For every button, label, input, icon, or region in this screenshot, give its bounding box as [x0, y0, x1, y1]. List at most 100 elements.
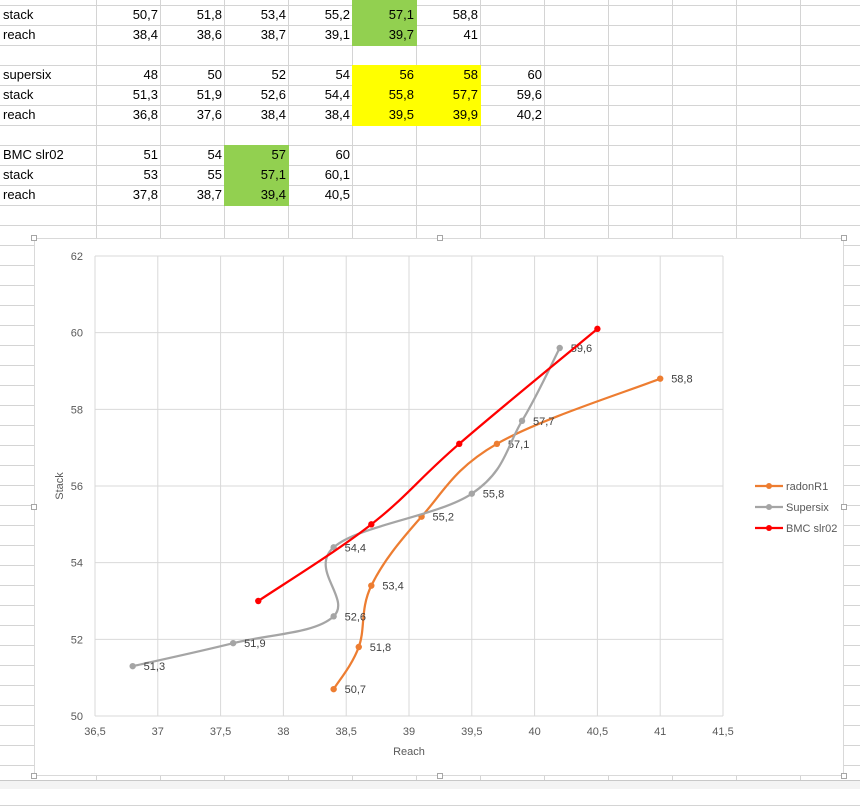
chart-resize-handle[interactable] [841, 235, 847, 241]
reach-value-cell[interactable]: 38,4 [260, 107, 286, 122]
series-line-2 [257, 327, 599, 603]
reach-value-cell[interactable]: 38,7 [260, 27, 286, 42]
size-cell[interactable]: 58 [416, 65, 481, 86]
data-point[interactable] [330, 544, 337, 551]
group-name-cell[interactable]: supersix [3, 67, 52, 82]
data-point[interactable] [355, 643, 362, 651]
data-label: 53,4 [382, 581, 403, 593]
data-point[interactable] [456, 440, 463, 448]
gridline-h [0, 5, 860, 6]
chart-resize-handle[interactable] [31, 773, 37, 779]
gridline-h [0, 45, 860, 46]
stack-row-label[interactable]: stack [3, 7, 34, 22]
stack-row-label[interactable]: stack [3, 167, 34, 182]
size-cell[interactable]: 52 [271, 67, 286, 82]
stack-value-cell[interactable]: 52,6 [260, 87, 286, 102]
chart-area[interactable]: 36,5 37 37,5 38 38,5 39 39,5 40 40,5 41 41,5 50 52 54… [34, 238, 844, 776]
reach-value-cell[interactable]: 38,7 [196, 187, 222, 202]
chart-resize-handle[interactable] [841, 773, 847, 779]
stack-value-cell[interactable]: 54,4 [324, 87, 350, 102]
reach-value-cell[interactable]: 38,4 [324, 107, 350, 122]
reach-value-cell[interactable]: 37,6 [196, 107, 222, 122]
data-point[interactable] [229, 639, 237, 647]
stack-value-cell[interactable]: 50,7 [132, 7, 158, 22]
reach-value-cell[interactable]: 39,1 [324, 27, 350, 42]
data-point[interactable] [368, 582, 375, 589]
size-cell[interactable]: 56 [352, 65, 417, 86]
size-cell[interactable]: 58cm [288, 0, 353, 6]
sheet-scrollbar[interactable] [0, 780, 860, 789]
stack-value-cell[interactable]: 51,3 [132, 87, 158, 102]
reach-value-cell[interactable]: 39,4 [224, 185, 289, 206]
reach-value-cell[interactable]: 39,9 [416, 105, 481, 126]
size-cell[interactable]: 50cm [96, 0, 161, 6]
reach-value-cell[interactable]: 38,4 [132, 27, 158, 42]
data-point[interactable] [129, 662, 136, 670]
reach-value-cell[interactable]: 39,5 [352, 105, 417, 126]
data-point[interactable] [255, 597, 262, 605]
reach-value-cell[interactable]: 39,7 [352, 25, 417, 46]
data-point[interactable] [518, 417, 526, 425]
gridline-h [0, 225, 860, 226]
data-point[interactable] [556, 344, 563, 352]
group-name-cell[interactable]: radon R1 [0, 0, 97, 6]
stack-value-cell[interactable]: 57,1 [352, 5, 417, 26]
stack-value-cell[interactable]: 51,9 [196, 87, 222, 102]
stack-value-cell[interactable]: 60,1 [324, 167, 350, 182]
stack-value-cell[interactable]: 57,7 [416, 85, 481, 106]
reach-value-cell[interactable]: 40,5 [324, 187, 350, 202]
data-point[interactable] [594, 325, 601, 333]
data-point[interactable] [657, 375, 664, 382]
y-tick-label: 56 [71, 481, 83, 493]
stack-value-cell[interactable]: 57,1 [224, 165, 289, 186]
reach-value-cell[interactable]: 41 [463, 27, 478, 42]
reach-value-cell[interactable]: 36,8 [132, 107, 158, 122]
stack-value-cell[interactable]: 55 [207, 167, 222, 182]
reach-row-label[interactable]: reach [3, 107, 36, 122]
data-point[interactable] [493, 440, 501, 448]
size-cell[interactable]: 50 [207, 67, 222, 82]
size-cell[interactable]: 60 [335, 147, 350, 162]
reach-value-cell[interactable]: 40,2 [516, 107, 542, 122]
reach-value-cell[interactable]: 38,6 [196, 27, 222, 42]
stack-value-cell[interactable]: 53 [143, 167, 158, 182]
legend-label: radonR1 [786, 481, 828, 493]
reach-value-cell[interactable]: 37,8 [132, 187, 158, 202]
chart-resize-handle[interactable] [31, 235, 37, 241]
x-tick-label: 41,5 [712, 726, 733, 738]
reach-row-label[interactable]: reach [3, 27, 36, 42]
gridline-h [0, 205, 860, 206]
chart-resize-handle[interactable] [841, 504, 847, 510]
data-point[interactable] [330, 685, 337, 693]
data-point[interactable] [330, 613, 337, 620]
stack-value-cell[interactable]: 55,8 [352, 85, 417, 106]
data-point[interactable] [468, 490, 475, 497]
stack-row-label[interactable]: stack [3, 87, 34, 102]
size-cell[interactable]: 57 [224, 145, 289, 166]
x-tick-label: 41 [654, 726, 666, 738]
chart-resize-handle[interactable] [31, 504, 37, 510]
size-cell[interactable]: 54 [335, 67, 350, 82]
gridline-h [0, 185, 860, 186]
chart-resize-handle[interactable] [437, 773, 443, 779]
stack-value-cell[interactable]: 58,8 [452, 7, 478, 22]
stack-value-cell[interactable]: 51,8 [196, 7, 222, 22]
size-cell[interactable]: 51 [143, 147, 158, 162]
size-cell[interactable]: 60 [527, 67, 542, 82]
stack-value-cell[interactable]: 53,4 [260, 7, 286, 22]
group-name-cell[interactable]: BMC slr02 [3, 147, 64, 162]
size-cell[interactable]: 63cm [416, 0, 481, 6]
chart-resize-handle[interactable] [437, 235, 443, 241]
size-cell[interactable]: 53cm [160, 0, 225, 6]
data-point[interactable] [368, 521, 375, 528]
size-cell[interactable]: 56cm [224, 0, 289, 6]
size-cell[interactable]: 60cm [352, 0, 417, 6]
x-tick-label: 40 [528, 726, 540, 738]
size-cell[interactable]: 48 [143, 67, 158, 82]
size-cell[interactable]: 54 [207, 147, 222, 162]
reach-row-label[interactable]: reach [3, 187, 36, 202]
stack-value-cell[interactable]: 59,6 [516, 87, 542, 102]
y-tick-label: 54 [71, 558, 83, 570]
data-label: 57,1 [508, 439, 529, 451]
stack-value-cell[interactable]: 55,2 [324, 7, 350, 22]
